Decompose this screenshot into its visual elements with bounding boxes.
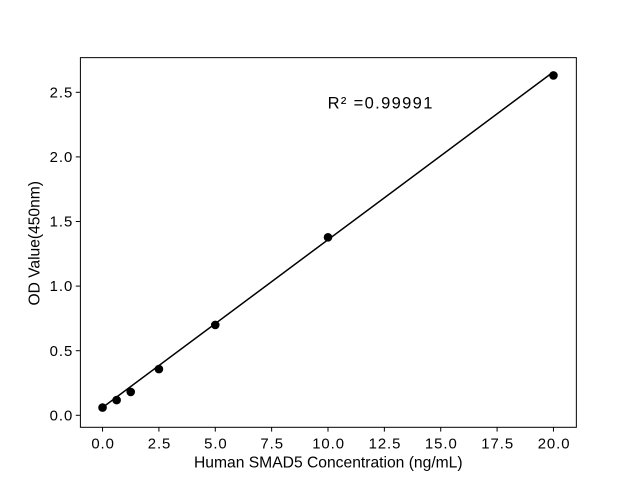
- svg-text:2.5: 2.5: [50, 85, 74, 101]
- svg-text:15.0: 15.0: [425, 437, 458, 453]
- svg-text:2.0: 2.0: [50, 150, 74, 166]
- svg-text:7.5: 7.5: [260, 437, 284, 453]
- svg-text:0.0: 0.0: [91, 437, 115, 453]
- svg-text:5.0: 5.0: [204, 437, 228, 453]
- svg-text:1.0: 1.0: [50, 279, 74, 295]
- svg-text:0.0: 0.0: [50, 408, 74, 424]
- svg-text:20.0: 20.0: [538, 437, 571, 453]
- svg-text:17.5: 17.5: [481, 437, 514, 453]
- svg-text:R² =0.99991: R² =0.99991: [328, 95, 434, 113]
- svg-text:Human SMAD5 Concentration (ng/: Human SMAD5 Concentration (ng/mL): [194, 455, 463, 472]
- svg-text:12.5: 12.5: [369, 437, 402, 453]
- svg-text:1.5: 1.5: [50, 215, 74, 231]
- svg-text:10.0: 10.0: [312, 437, 345, 453]
- svg-text:OD Value(450nm): OD Value(450nm): [26, 181, 43, 306]
- svg-text:0.5: 0.5: [50, 344, 74, 360]
- svg-text:2.5: 2.5: [148, 437, 172, 453]
